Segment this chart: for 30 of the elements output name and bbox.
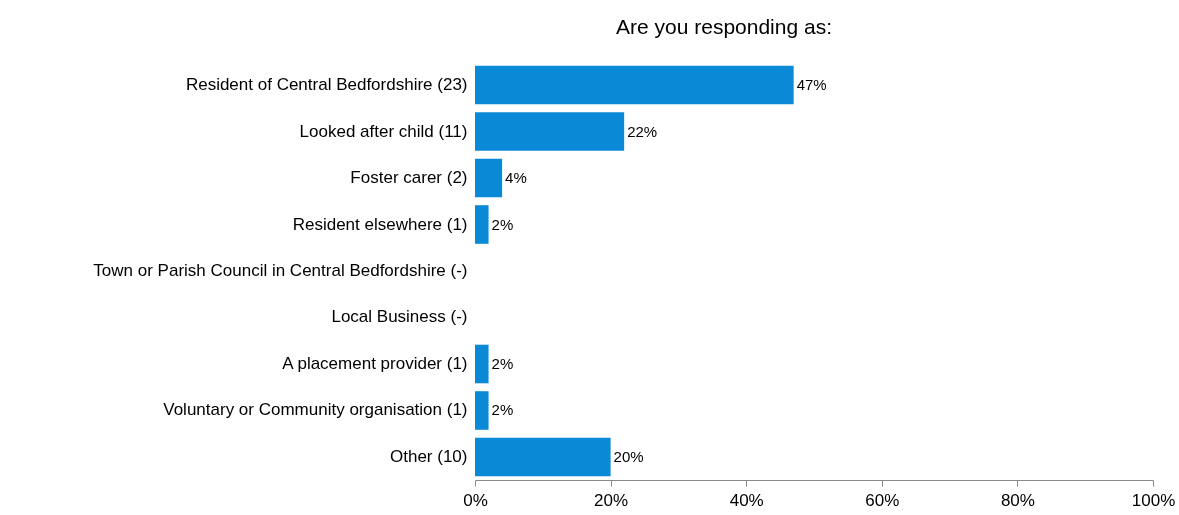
bar — [475, 205, 489, 244]
bar — [475, 344, 489, 384]
bar — [475, 112, 625, 151]
chart-title: Are you responding as: — [616, 15, 832, 38]
y-tick-label: Local Business (-) — [331, 307, 468, 327]
y-tick-label: A placement provider (1) — [282, 353, 468, 373]
bar — [475, 437, 611, 477]
data-label: 22% — [627, 122, 658, 140]
y-tick-label: Town or Parish Council in Central Bedfordshire (-) — [93, 261, 468, 280]
bar — [475, 65, 794, 105]
data-label: 4% — [505, 169, 527, 187]
y-tick-label: Resident of Central Bedfordshire (23) — [185, 75, 468, 95]
x-tick-label: 0% — [463, 490, 488, 510]
y-tick-label: Voluntary or Community organisation (1) — [163, 400, 468, 420]
x-tick-label: 20% — [594, 490, 629, 510]
bar — [475, 158, 503, 198]
data-label: 2% — [491, 215, 514, 233]
x-tick-label: 60% — [865, 490, 900, 510]
bar — [475, 391, 489, 430]
x-tick-label: 40% — [729, 490, 764, 510]
y-tick-label: Resident elsewhere (1) — [292, 214, 468, 234]
x-tick-label: 100% — [1131, 490, 1176, 510]
data-label: 20% — [613, 447, 644, 465]
data-label: 2% — [491, 401, 514, 419]
data-label: 2% — [491, 354, 514, 372]
data-label: 47% — [796, 76, 827, 94]
y-tick-label: Foster carer (2) — [350, 168, 468, 188]
y-tick-label: Looked after child (11) — [299, 121, 468, 141]
x-tick-label: 80% — [1000, 490, 1035, 510]
y-tick-label: Other (10) — [390, 446, 468, 466]
